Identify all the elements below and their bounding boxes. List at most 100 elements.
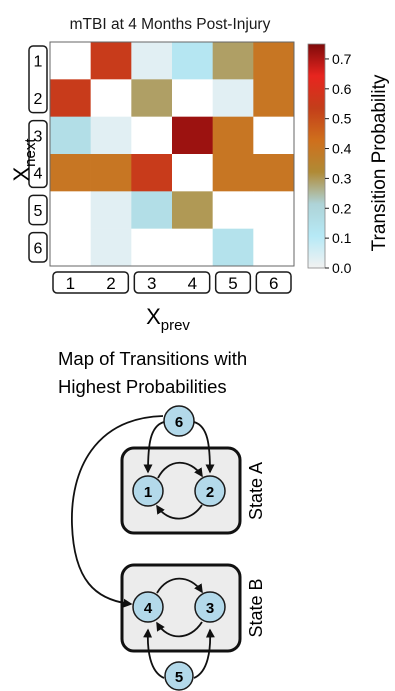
x-tick-group xyxy=(52,271,130,294)
node-1-label: 1 xyxy=(144,484,152,501)
y-tick-group xyxy=(28,45,48,114)
node-2-label: 2 xyxy=(206,484,214,501)
y-tick-group xyxy=(28,119,48,189)
heatmap-cell xyxy=(253,79,295,117)
heatmap-cell xyxy=(131,116,173,155)
heatmap-cell xyxy=(172,79,213,117)
heatmap-cell xyxy=(50,191,91,229)
heatmap-cell xyxy=(212,154,254,192)
heatmap-cell xyxy=(131,79,173,117)
y-tick-group xyxy=(28,231,48,263)
colorbar-tick-label: 0.4 xyxy=(332,141,352,157)
heatmap-frame xyxy=(49,41,295,267)
heatmap xyxy=(50,42,295,267)
heatmap-cell xyxy=(50,228,91,267)
heatmap-cell xyxy=(131,154,173,192)
arrow-3-to-4 xyxy=(156,621,203,638)
heatmap-cell xyxy=(90,79,132,117)
node-2: 2 xyxy=(194,475,226,507)
x-axis-label-sub: prev xyxy=(161,317,191,334)
node-4: 4 xyxy=(132,591,164,623)
state-b-label: State B xyxy=(246,578,266,637)
heatmap-cell xyxy=(212,228,254,267)
x-tick-group xyxy=(214,271,252,294)
colorbar-tick-label: 0.7 xyxy=(332,51,352,67)
arrow-5-to-4 xyxy=(143,628,165,679)
colorbar-tick-label: 0.0 xyxy=(332,260,352,276)
heatmap-cell xyxy=(212,191,254,229)
heatmap-cell xyxy=(212,42,254,80)
heatmap-cell xyxy=(253,154,295,192)
x-tick-group xyxy=(255,271,292,294)
x-tick-label: 2 xyxy=(106,274,115,293)
y-tick-label: 1 xyxy=(34,54,43,71)
node-3: 3 xyxy=(194,591,226,623)
node-5-label: 5 xyxy=(175,669,183,686)
heatmap-cell xyxy=(90,116,132,155)
y-tick-label: 3 xyxy=(34,128,43,145)
arrow-4-to-3 xyxy=(156,577,203,594)
arrow-5-to-3 xyxy=(193,628,215,679)
heatmap-cell xyxy=(212,79,254,117)
colorbar-tick-label: 0.5 xyxy=(332,111,352,127)
y-axis-label-sub: next xyxy=(22,138,39,167)
colorbar-label: Transition Probability xyxy=(369,74,390,251)
x-tick-label: 5 xyxy=(228,274,237,293)
heatmap-cell xyxy=(90,228,132,267)
node-6-label: 6 xyxy=(175,414,183,431)
heatmap-cell xyxy=(172,191,213,229)
x-tick-label: 4 xyxy=(188,274,197,293)
heatmap-cell xyxy=(253,228,295,267)
chart-title: mTBI at 4 Months Post-Injury xyxy=(70,16,271,33)
colorbar-tick-label: 0.2 xyxy=(332,200,352,216)
node-5: 5 xyxy=(164,661,194,691)
heatmap-cell xyxy=(212,116,254,155)
heatmap-cell xyxy=(90,42,132,80)
diagram-title-line-1: Map of Transitions with xyxy=(58,348,247,369)
heatmap-cell xyxy=(50,154,91,192)
y-tick-label: 4 xyxy=(34,166,43,183)
heatmap-cell xyxy=(131,228,173,267)
arrow-2-to-1 xyxy=(156,504,203,520)
heatmap-cell xyxy=(253,42,295,80)
arrow-6-to-4 xyxy=(71,415,164,608)
heatmap-cell xyxy=(253,191,295,229)
y-tick-label: 2 xyxy=(34,91,43,108)
colorbar: 0.0 0.1 0.2 0.3 0.4 0.5 0.6 0.7 xyxy=(307,43,352,276)
x-tick-label: 6 xyxy=(269,274,278,293)
y-tick-group xyxy=(28,194,48,226)
arrow-6-to-2 xyxy=(193,421,215,474)
y-tick-label: 5 xyxy=(34,203,43,220)
heatmap-cell xyxy=(172,42,213,80)
colorbar-tick-label: 0.3 xyxy=(332,170,352,186)
state-a-label: State A xyxy=(246,462,266,520)
heatmap-cell xyxy=(90,154,132,192)
heatmap-cell xyxy=(131,42,173,80)
heatmap-cell xyxy=(253,116,295,155)
node-1: 1 xyxy=(132,475,164,507)
heatmap-cell xyxy=(50,116,91,155)
arrow-1-to-2 xyxy=(157,461,203,479)
diagram-title-line-2: Highest Probabilities xyxy=(58,376,227,397)
heatmap-cell xyxy=(172,154,213,192)
y-tick-label: 6 xyxy=(34,240,43,257)
heatmap-cell xyxy=(90,191,132,229)
node-3-label: 3 xyxy=(206,600,214,617)
x-tick-group xyxy=(133,271,211,294)
x-tick-labels: 1 2 3 4 5 6 xyxy=(52,271,292,294)
heatmap-cell xyxy=(50,42,91,80)
arrow-6-to-1 xyxy=(143,421,165,474)
colorbar-tick-label: 0.6 xyxy=(332,81,352,97)
heatmap-cell xyxy=(131,191,173,229)
colorbar-tick-label: 0.1 xyxy=(332,230,352,246)
node-6: 6 xyxy=(163,405,195,437)
heatmap-cell xyxy=(50,79,91,117)
x-tick-label: 1 xyxy=(66,274,75,293)
node-4-label: 4 xyxy=(144,600,153,617)
y-tick-labels: 1 2 3 4 5 6 xyxy=(28,45,48,263)
colorbar-gradient xyxy=(307,43,326,269)
x-axis-label: Xprev xyxy=(146,304,190,334)
heatmap-cell xyxy=(172,228,213,267)
y-axis-label: Xnext xyxy=(9,138,39,182)
